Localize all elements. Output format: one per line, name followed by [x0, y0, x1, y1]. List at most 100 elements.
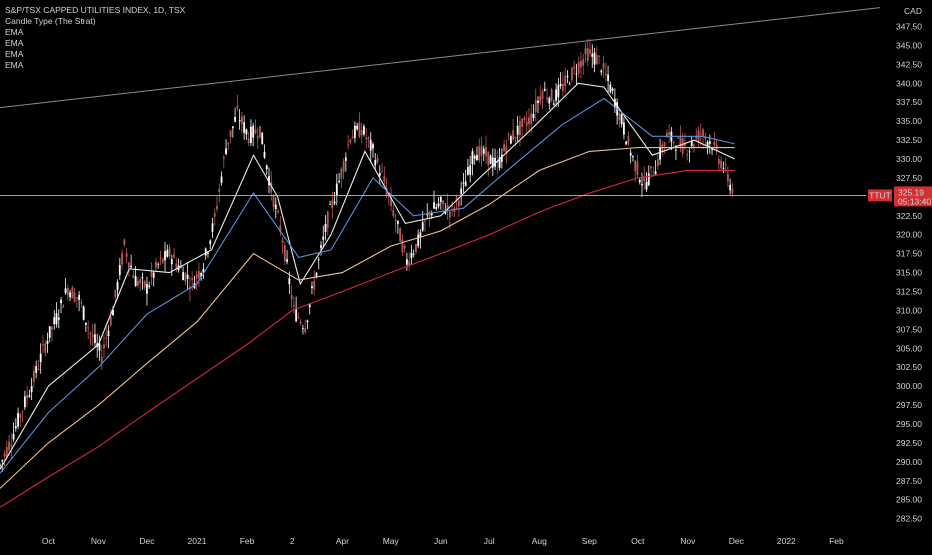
- candle-body: [143, 281, 146, 288]
- candle-body: [132, 274, 135, 278]
- y-tick-label: 297.50: [896, 400, 922, 410]
- ema-line-4[interactable]: [0, 169, 735, 508]
- candle-body: [471, 151, 474, 165]
- legend-indicator-ema-2[interactable]: EMA: [5, 38, 24, 48]
- candle-body: [541, 91, 544, 100]
- candle-body: [405, 259, 408, 265]
- legend-indicator-ema-3[interactable]: EMA: [5, 49, 24, 59]
- candle-body: [326, 211, 329, 228]
- candle-body: [604, 73, 607, 76]
- candle-body: [591, 53, 594, 57]
- candle-body: [482, 148, 485, 154]
- candle-body: [681, 138, 684, 154]
- y-tick-label: 282.50: [896, 514, 922, 524]
- candle-body: [708, 141, 711, 144]
- candle-body: [577, 62, 580, 74]
- ticker-badge[interactable]: [868, 189, 892, 202]
- x-tick-label: Nov: [91, 536, 107, 546]
- ema-line-1[interactable]: [0, 82, 735, 470]
- candle-body: [98, 343, 101, 351]
- candle-body: [396, 220, 399, 225]
- candle-body: [121, 253, 123, 265]
- candle-body: [329, 203, 331, 205]
- candle-body: [311, 286, 313, 289]
- candle-body: [306, 320, 309, 323]
- legend-indicator-candle-type[interactable]: Candle Type (The Strat): [5, 16, 96, 26]
- candle-body: [665, 132, 668, 138]
- x-tick-label: Nov: [680, 536, 696, 546]
- candle-body: [487, 151, 490, 166]
- candle-body: [213, 213, 216, 217]
- candle-body: [19, 414, 22, 418]
- candle-body: [602, 63, 605, 69]
- candle-body: [457, 200, 460, 207]
- candle-body: [333, 201, 336, 204]
- candle-body: [385, 188, 388, 195]
- candle-body: [331, 199, 334, 209]
- candle-body: [555, 89, 557, 101]
- candle-body: [107, 330, 110, 337]
- candle-body: [476, 154, 478, 161]
- y-tick-label: 305.00: [896, 343, 922, 353]
- candle-body: [85, 322, 87, 325]
- candle-body: [403, 245, 406, 249]
- candle-body: [503, 144, 506, 152]
- candle-body: [618, 112, 621, 121]
- candle-body: [48, 326, 51, 338]
- trendline[interactable]: [0, 7, 881, 110]
- candle-body: [87, 327, 90, 329]
- price-badge[interactable]: [894, 186, 932, 207]
- candle-body: [448, 211, 451, 218]
- candle-body: [317, 259, 320, 261]
- candle-body: [532, 114, 535, 119]
- ema-line-2[interactable]: [0, 97, 735, 474]
- candle-body: [324, 223, 327, 232]
- candle-body: [80, 302, 83, 304]
- legend-indicator-ema-1[interactable]: EMA: [5, 27, 24, 37]
- currency-label[interactable]: CAD: [904, 6, 922, 16]
- candle-body: [706, 141, 709, 147]
- candle-body: [623, 122, 625, 135]
- y-tick-label: 320.00: [896, 230, 922, 240]
- legend-indicator-ema-4[interactable]: EMA: [5, 60, 24, 70]
- candle-body: [100, 356, 103, 363]
- candle-body: [439, 197, 442, 203]
- candle-body: [519, 121, 521, 136]
- candle-body: [575, 73, 578, 75]
- candle-body: [550, 89, 553, 101]
- y-tick-label: 315.00: [896, 268, 922, 278]
- candle-body: [428, 211, 431, 217]
- candle-body: [344, 157, 347, 161]
- candle-body: [552, 103, 555, 105]
- candle-body: [152, 272, 155, 278]
- candle-body: [17, 412, 19, 427]
- candle-body: [625, 141, 628, 145]
- candle-body: [78, 295, 81, 300]
- candle-body: [647, 173, 650, 186]
- ema-line-3[interactable]: [0, 147, 735, 489]
- candle-body: [60, 299, 62, 304]
- y-tick-label: 290.00: [896, 457, 922, 467]
- candle-body: [421, 222, 424, 231]
- candle-body: [546, 97, 548, 100]
- candle-body: [274, 204, 277, 209]
- x-tick-label: 2021: [188, 536, 207, 546]
- x-tick-label: Sep: [582, 536, 597, 546]
- candle-body: [509, 136, 512, 144]
- candle-body: [444, 211, 447, 214]
- y-tick-label: 347.50: [896, 22, 922, 32]
- legend-symbol[interactable]: S&P/TSX CAPPED UTILITIES INDEX, 1D, TSX: [5, 5, 186, 15]
- candle-body: [265, 165, 268, 170]
- candle-body: [629, 152, 632, 156]
- candle-body: [247, 138, 250, 144]
- candle-body: [686, 154, 689, 155]
- candle-body: [401, 239, 404, 253]
- candle-body: [430, 212, 433, 216]
- candle-body: [136, 281, 139, 286]
- candle-body: [222, 157, 225, 159]
- candle-body: [659, 147, 661, 160]
- candle-body: [254, 129, 257, 134]
- candle-body: [123, 239, 126, 245]
